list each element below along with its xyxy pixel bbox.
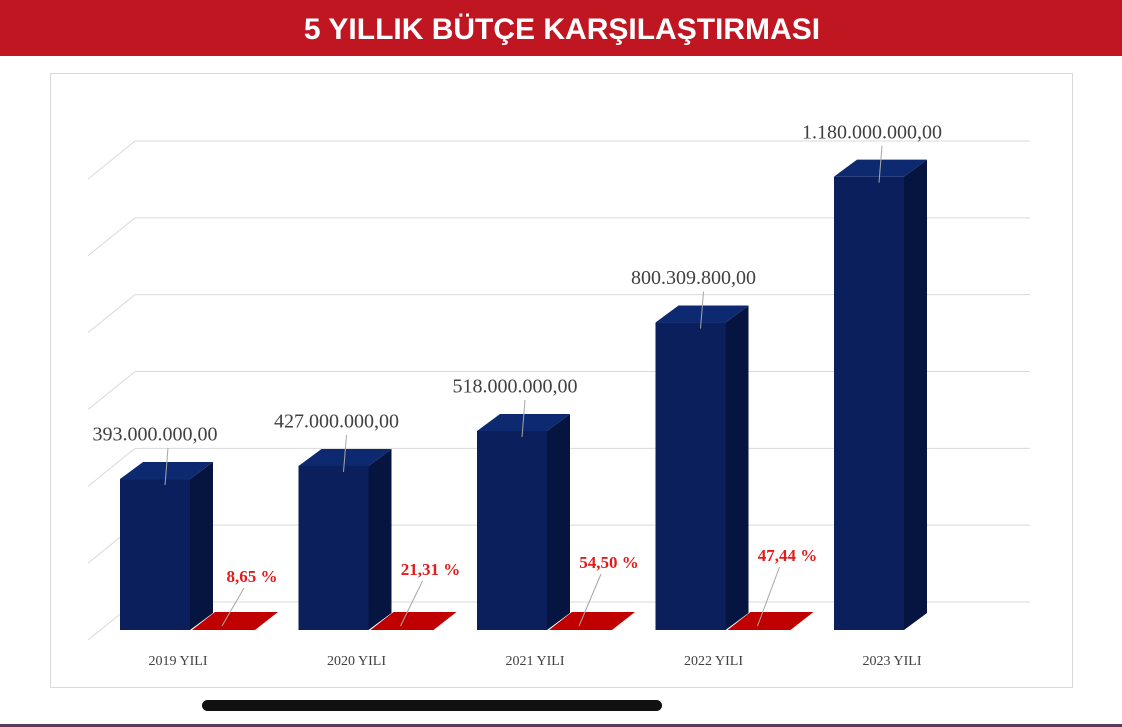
leader-line [700,291,704,329]
value-label: 1.180.000.000,00 [802,121,942,143]
bar [298,465,369,630]
bar-top [727,612,814,630]
grid-line-side [87,217,136,257]
leader-line [878,145,883,183]
bar-side [904,159,927,630]
bar [477,431,547,630]
value-label: 21,31 % [401,560,461,579]
grid-line-side [87,447,136,487]
x-tick-label: 2019 YILI [149,654,208,669]
leader-line [521,399,526,438]
x-tick-label: 2021 YILI [506,654,565,669]
value-label: 393.000.000,00 [93,424,218,446]
leader-line [400,580,423,627]
grid-line-side [87,140,136,180]
header-band [0,0,1122,56]
bar [834,176,904,630]
bar [120,479,190,630]
grid-line-side [87,371,136,410]
leader-line [164,447,169,486]
bar-top [192,612,278,630]
chart-title: 5 YILLIK BÜTÇE KARŞILAŞTIRMASI [304,13,820,46]
bottom-edge [0,724,1122,727]
value-label: 800.309.800,00 [631,267,756,289]
bar-top [370,612,457,630]
x-tick-label: 2022 YILI [684,654,743,669]
bar-side [368,448,392,630]
x-tick-label: 2023 YILI [863,654,922,669]
bar-top [549,612,635,630]
leader-line [757,566,780,627]
x-tick-label: 2020 YILI [327,654,386,669]
leader-line [221,587,245,627]
bar-side [725,305,749,630]
leader-line [578,573,602,627]
bar-side [190,462,213,630]
value-label: 518.000.000,00 [453,376,578,398]
grid-line-side [87,294,136,334]
bar [655,322,726,630]
scroll-indicator [202,700,662,711]
value-label: 54,50 % [579,553,639,572]
value-label: 47,44 % [758,546,818,565]
bar-side [547,414,570,630]
leader-line [343,434,347,473]
value-label: 8,65 % [227,567,278,586]
value-label: 427.000.000,00 [274,411,399,433]
